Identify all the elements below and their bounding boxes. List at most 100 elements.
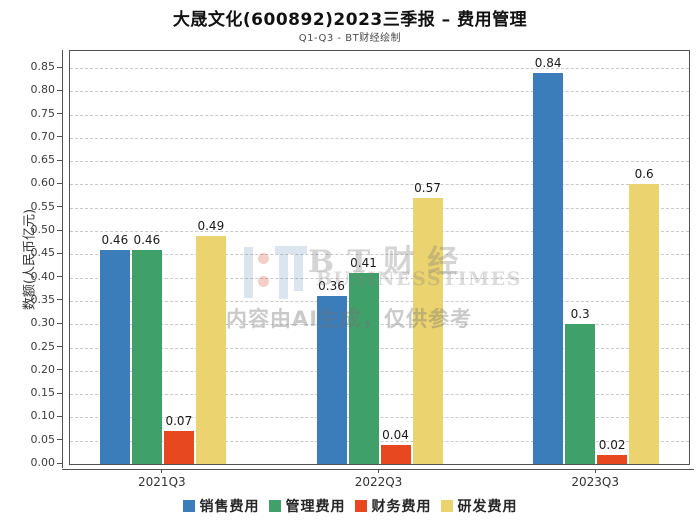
- y-tick-label: 0.10: [30, 409, 56, 423]
- bar-value-label: 0.02: [598, 437, 626, 452]
- y-tick-label: 0.35: [30, 292, 56, 306]
- bar-销售费用-2023Q3: [533, 72, 564, 464]
- bar-管理费用-2023Q3: [565, 324, 596, 464]
- y-tick: [57, 159, 62, 161]
- bar-销售费用-2021Q3: [99, 249, 130, 464]
- chart-legend: 销售费用 管理费用 财务费用 研发费用: [0, 496, 700, 516]
- legend-swatch: [268, 500, 281, 512]
- gridline: [70, 370, 689, 372]
- gridline: [70, 324, 689, 326]
- gridline: [70, 68, 689, 69]
- y-tick: [57, 346, 62, 348]
- gridline: [70, 254, 689, 256]
- x-tick-label: 2022Q3: [354, 475, 403, 489]
- gridline: [70, 277, 689, 279]
- legend-swatch: [182, 500, 195, 512]
- y-tick: [57, 322, 62, 324]
- legend-label: 研发费用: [457, 499, 518, 515]
- legend-label: 管理费用: [285, 499, 346, 515]
- gridline: [70, 184, 689, 186]
- legend-label: 销售费用: [199, 499, 260, 515]
- y-tick: [57, 415, 62, 417]
- y-tick-label: 0.60: [30, 176, 56, 190]
- legend-item-财务费用: 财务费用: [354, 496, 432, 516]
- gridline: [70, 300, 689, 302]
- y-tick-label: 0.65: [30, 153, 56, 167]
- bar-value-label: 0.07: [165, 414, 193, 429]
- y-axis-line: [61, 50, 63, 468]
- y-tick-label: 0.25: [30, 339, 56, 353]
- y-tick: [57, 276, 62, 278]
- y-tick: [57, 182, 62, 184]
- y-tick-label: 0.15: [30, 386, 56, 400]
- legend-swatch: [440, 500, 453, 512]
- bar-value-label: 0.6: [634, 167, 654, 182]
- y-tick: [57, 392, 62, 394]
- y-tick-label: 0.30: [30, 316, 56, 330]
- gridline: [70, 417, 689, 419]
- y-tick-label: 0.05: [30, 432, 56, 446]
- y-tick-label: 0.45: [30, 246, 56, 260]
- y-tick-label: 0.40: [30, 269, 56, 283]
- y-tick-label: 0.50: [30, 223, 56, 237]
- legend-label: 财务费用: [371, 499, 432, 515]
- y-tick-label: 0.20: [30, 362, 56, 376]
- bar-财务费用-2021Q3: [163, 431, 194, 464]
- bar-管理费用-2022Q3: [348, 273, 379, 464]
- gridline: [70, 231, 689, 233]
- x-axis-line: [61, 468, 694, 470]
- y-tick: [57, 252, 62, 254]
- bar-财务费用-2022Q3: [380, 445, 411, 464]
- gridline: [70, 440, 689, 442]
- y-tick: [57, 113, 62, 115]
- gridline: [70, 91, 689, 93]
- y-tick: [57, 206, 62, 208]
- bar-value-label: 0.04: [382, 428, 409, 443]
- y-tick: [57, 136, 62, 138]
- gridline: [70, 114, 689, 116]
- gridline: [70, 137, 689, 139]
- y-tick: [57, 439, 62, 441]
- y-tick: [57, 89, 62, 91]
- x-tick: [378, 468, 379, 473]
- y-tick-label: 0.00: [30, 456, 56, 469]
- y-tick-label: 0.70: [30, 129, 56, 143]
- x-tick-label: 2023Q3: [571, 475, 619, 489]
- bar-研发费用-2022Q3: [412, 198, 443, 464]
- gridline: [70, 394, 689, 396]
- y-tick: [57, 299, 62, 301]
- legend-item-研发费用: 研发费用: [440, 496, 518, 516]
- bar-value-label: 0.46: [101, 232, 129, 247]
- chart-subtitle: Q1-Q3 - BT财经绘制: [298, 33, 402, 44]
- y-tick: [57, 369, 62, 371]
- chart-title: 大晟文化(600892)2023三季报 – 费用管理: [172, 10, 528, 30]
- y-tick-label: 0.55: [30, 199, 56, 213]
- y-tick: [57, 66, 62, 68]
- bar-value-label: 0.3: [570, 307, 590, 322]
- legend-swatch: [354, 500, 367, 512]
- x-tick: [594, 468, 596, 473]
- y-tick: [57, 229, 62, 231]
- gridline: [70, 161, 689, 163]
- bar-销售费用-2022Q3: [316, 296, 347, 464]
- bar-管理费用-2021Q3: [131, 249, 162, 464]
- y-tick-label: 0.75: [30, 106, 56, 120]
- bar-value-label: 0.46: [133, 232, 161, 247]
- bar-value-label: 0.41: [350, 255, 377, 270]
- bar-value-label: 0.49: [197, 218, 225, 233]
- bar-value-label: 0.36: [318, 279, 345, 294]
- bar-研发费用-2023Q3: [629, 184, 660, 464]
- y-tick-label: 0.80: [30, 83, 56, 97]
- bar-value-label: 0.84: [534, 55, 562, 70]
- gridline: [70, 207, 689, 209]
- legend-item-销售费用: 销售费用: [182, 496, 260, 516]
- bar-研发费用-2021Q3: [195, 235, 226, 464]
- bar-value-label: 0.57: [414, 181, 441, 196]
- plot-area: 0.46 0.46 0.07 0.49 0.36 0.41 0.04 0.57 0.84 0.3 0…: [69, 50, 690, 465]
- y-tick: [57, 462, 62, 464]
- x-tick-label: 2021Q3: [138, 475, 186, 489]
- y-tick-label: 0.85: [30, 60, 56, 73]
- gridline: [70, 347, 689, 349]
- bar-财务费用-2023Q3: [597, 454, 628, 464]
